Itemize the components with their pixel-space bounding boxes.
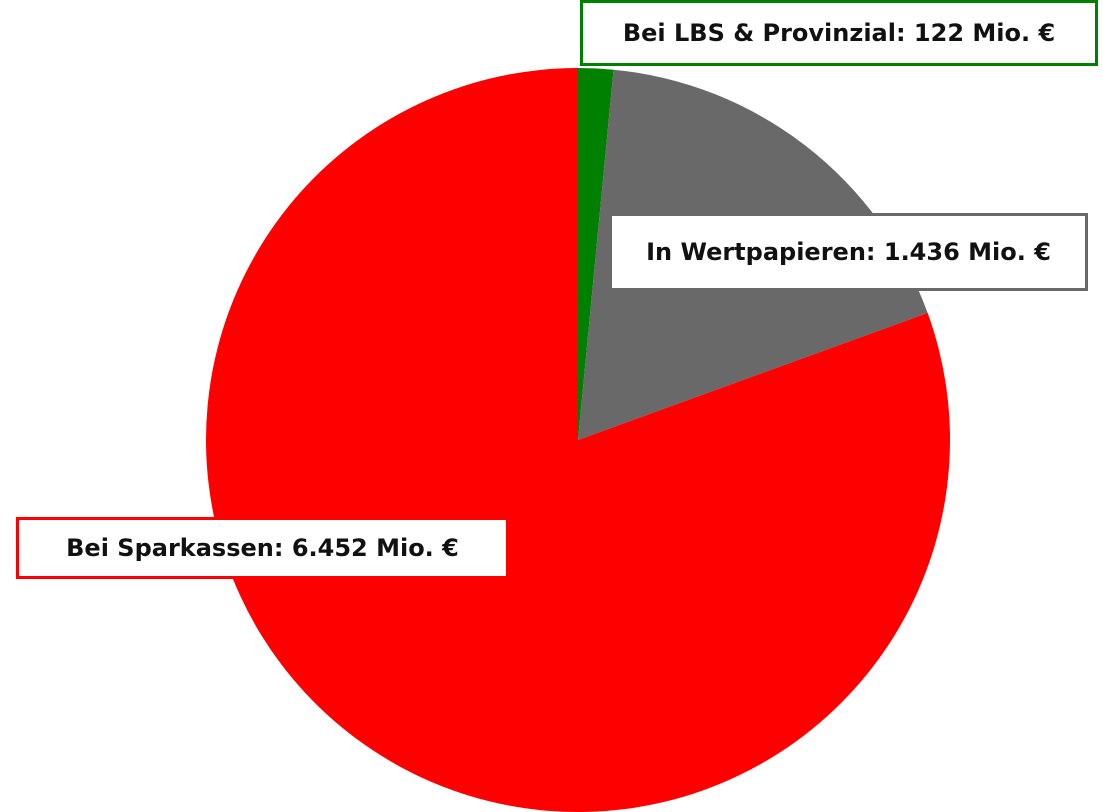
slice-label: Bei LBS & Provinzial: 122 Mio. € <box>580 0 1098 66</box>
pie-slice <box>206 68 950 812</box>
slice-label: In Wertpapieren: 1.436 Mio. € <box>609 213 1088 291</box>
pie-slice <box>578 68 614 440</box>
slice-label: Bei Sparkassen: 6.452 Mio. € <box>16 517 509 579</box>
